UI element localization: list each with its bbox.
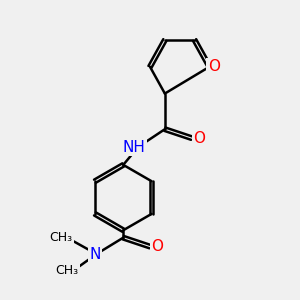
Text: NH: NH: [122, 140, 145, 154]
Text: CH₃: CH₃: [49, 231, 72, 244]
Text: O: O: [152, 239, 164, 254]
Text: O: O: [208, 59, 220, 74]
Text: O: O: [193, 130, 205, 146]
Text: N: N: [89, 247, 101, 262]
Text: CH₃: CH₃: [55, 264, 78, 277]
